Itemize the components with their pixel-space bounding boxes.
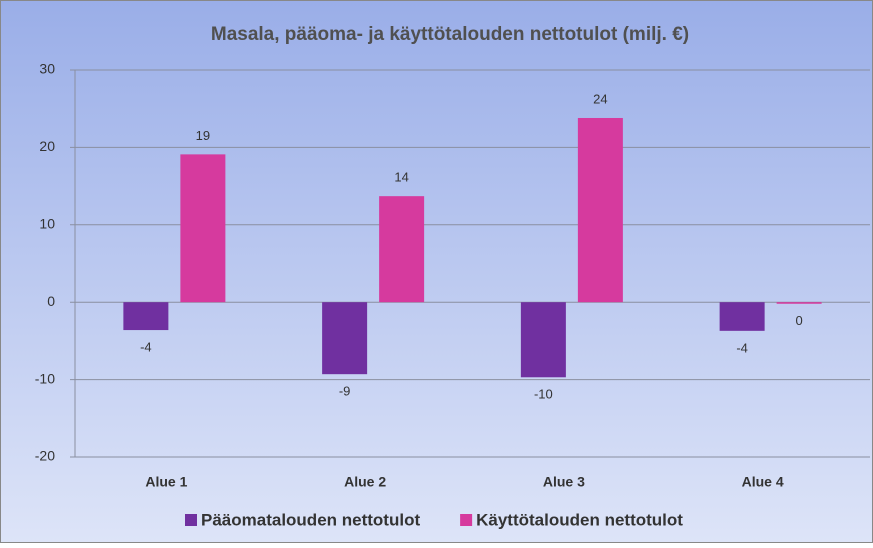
data-label: -4: [736, 340, 748, 355]
bar: [719, 302, 765, 331]
data-label: 19: [196, 128, 210, 143]
bar: [322, 302, 368, 375]
legend-label: Pääomatalouden nettotulot: [201, 510, 420, 529]
data-label: -9: [339, 384, 351, 399]
y-tick-label: -20: [35, 448, 55, 464]
y-tick-label: -10: [35, 370, 55, 386]
chart-title: Masala, pääoma- ja käyttötalouden nettot…: [211, 24, 689, 45]
legend-swatch: [185, 514, 197, 526]
y-tick-label: 0: [47, 293, 55, 309]
data-label: -10: [534, 387, 553, 402]
y-tick-label: 10: [39, 216, 55, 232]
x-tick-label: Alue 1: [145, 474, 187, 490]
data-label: 0: [796, 313, 803, 328]
bar: [379, 196, 425, 303]
bar: [180, 154, 226, 303]
x-tick-label: Alue 3: [543, 474, 585, 490]
legend-swatch: [460, 514, 473, 526]
bar: [776, 302, 822, 304]
bar: [520, 302, 566, 378]
data-label: 14: [394, 170, 408, 185]
bar: [577, 117, 623, 303]
x-tick-label: Alue 4: [742, 474, 784, 490]
legend-label: Käyttötalouden nettotulot: [476, 510, 683, 529]
data-label: -4: [140, 340, 152, 355]
y-tick-label: 30: [39, 61, 55, 77]
y-tick-label: 20: [39, 138, 55, 154]
data-label: 24: [593, 91, 607, 106]
x-tick-label: Alue 2: [344, 474, 386, 490]
bar: [123, 302, 169, 331]
